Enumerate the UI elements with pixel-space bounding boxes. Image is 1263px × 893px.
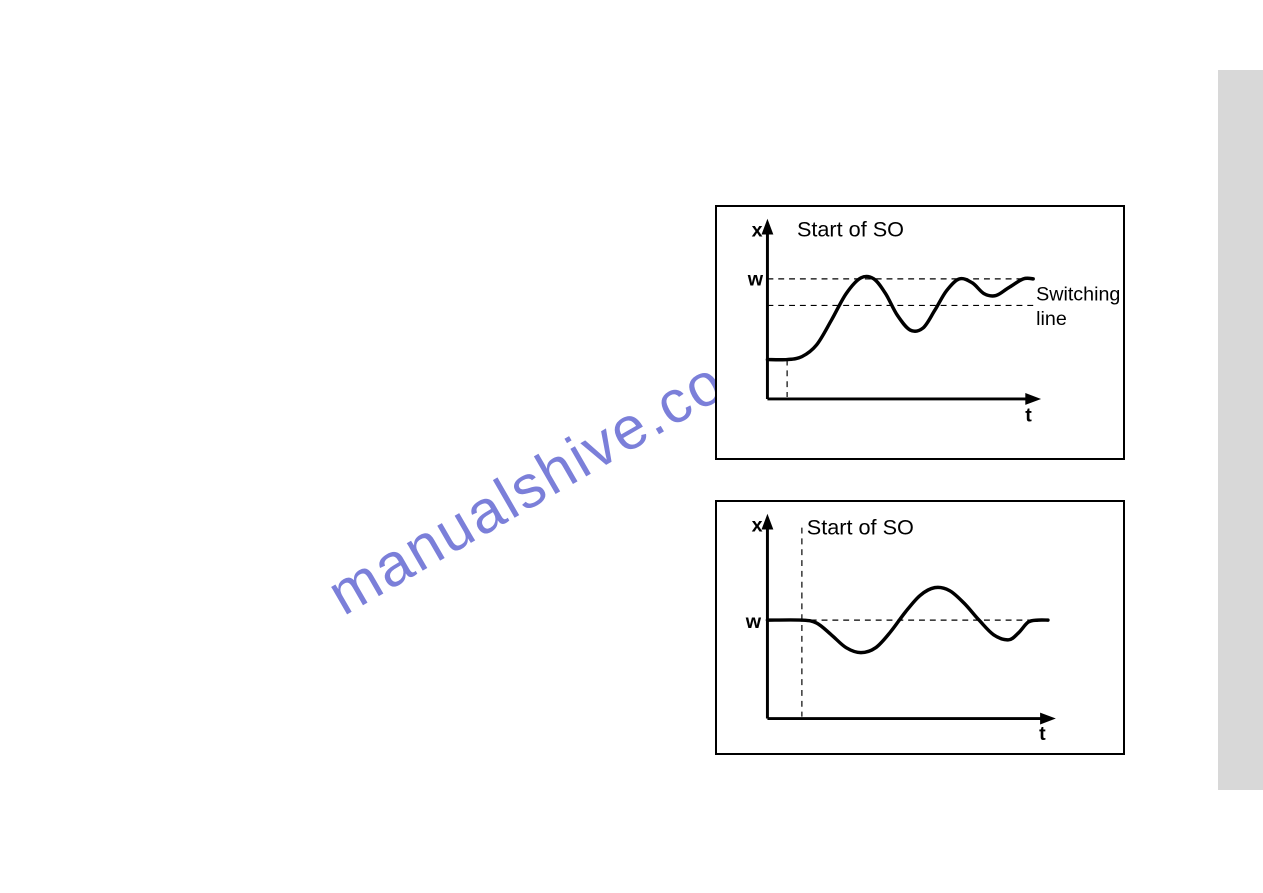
chart2-w-label: w (745, 611, 762, 633)
chart-start-of-so-2: x Start of SO w t (715, 500, 1125, 755)
chart1-y-axis-arrow (762, 219, 774, 235)
chart-start-of-so-1: x Start of SO w Switching line t (715, 205, 1125, 460)
chart1-w-label: w (747, 269, 764, 291)
chart1-y-axis-label: x (752, 220, 763, 242)
sidebar-right (1218, 70, 1263, 790)
chart1-x-axis-label: t (1025, 405, 1032, 427)
chart1-switching-label-1: Switching (1036, 284, 1120, 306)
chart2-title: Start of SO (807, 514, 914, 539)
chart1-switching-label-2: line (1036, 308, 1067, 330)
watermark-text: manualshive.com (316, 320, 781, 628)
chart2-x-axis-label: t (1039, 723, 1046, 745)
chart1-title: Start of SO (797, 217, 904, 242)
chart1-svg: x Start of SO w Switching line t (717, 207, 1123, 458)
chart1-x-axis-arrow (1025, 393, 1041, 405)
chart1-curve (767, 276, 1033, 359)
chart2-y-axis-arrow (762, 514, 774, 530)
chart2-svg: x Start of SO w t (717, 502, 1123, 753)
chart2-y-axis-label: x (752, 515, 763, 537)
